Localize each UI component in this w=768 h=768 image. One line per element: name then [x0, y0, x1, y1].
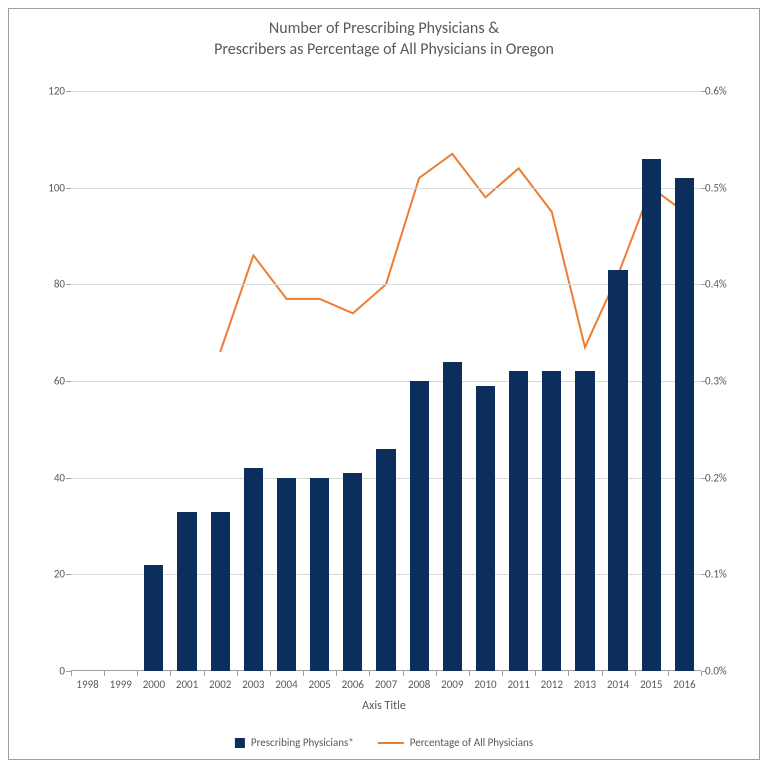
bar	[177, 512, 196, 672]
y-left-tick	[66, 91, 71, 92]
x-tick	[535, 671, 536, 676]
y-left-tick-label: 20	[37, 568, 65, 581]
x-tick	[104, 671, 105, 676]
x-tick-label: 1999	[110, 678, 132, 691]
bar	[642, 159, 661, 671]
grid-line	[71, 188, 701, 189]
bar	[410, 381, 429, 671]
x-tick	[469, 671, 470, 676]
legend-item-bars: Prescribing Physicians*	[235, 736, 354, 749]
x-tick-label: 2015	[640, 678, 662, 691]
x-tick	[336, 671, 337, 676]
bar	[443, 362, 462, 671]
x-tick-label: 2005	[309, 678, 331, 691]
bar	[575, 371, 594, 671]
chart-title: Number of Prescribing Physicians & Presc…	[9, 9, 759, 61]
bar	[376, 449, 395, 671]
x-tick-label: 2009	[441, 678, 463, 691]
bar	[244, 468, 263, 671]
x-tick	[303, 671, 304, 676]
bar	[310, 478, 329, 671]
x-tick	[204, 671, 205, 676]
x-tick-label: 2002	[209, 678, 231, 691]
title-line1: Number of Prescribing Physicians &	[269, 19, 499, 38]
y-left-tick-label: 80	[37, 278, 65, 291]
legend-line-label: Percentage of All Physicians	[410, 736, 533, 749]
x-tick	[502, 671, 503, 676]
y-right-tick-label: 0.5%	[705, 181, 745, 194]
bar	[144, 565, 163, 671]
y-left-tick-label: 100	[37, 181, 65, 194]
y-right-tick-label: 0.4%	[705, 278, 745, 291]
x-tick	[602, 671, 603, 676]
line-swatch-icon	[378, 742, 404, 744]
y-left-tick	[66, 381, 71, 382]
x-tick-label: 2003	[242, 678, 264, 691]
x-tick	[270, 671, 271, 676]
x-tick-label: 2001	[176, 678, 198, 691]
x-tick	[701, 671, 702, 676]
x-tick-label: 1998	[76, 678, 98, 691]
y-left-tick	[66, 478, 71, 479]
x-tick	[635, 671, 636, 676]
x-tick-label: 2011	[507, 678, 529, 691]
x-tick	[137, 671, 138, 676]
x-tick-label: 2008	[408, 678, 430, 691]
y-left-tick-label: 120	[37, 85, 65, 98]
x-axis-title: Axis Title	[362, 699, 406, 713]
x-tick-label: 2007	[375, 678, 397, 691]
x-tick	[369, 671, 370, 676]
plot-area: 00.0%200.1%400.2%600.3%800.4%1000.5%1200…	[71, 91, 701, 671]
bar	[608, 270, 627, 671]
y-left-tick-label: 40	[37, 471, 65, 484]
x-tick-label: 2004	[275, 678, 297, 691]
x-tick-label: 2000	[143, 678, 165, 691]
legend-item-line: Percentage of All Physicians	[378, 736, 533, 749]
bar	[675, 178, 694, 671]
x-tick	[668, 671, 669, 676]
x-tick	[71, 671, 72, 676]
x-tick	[436, 671, 437, 676]
title-line2: Prescribers as Percentage of All Physici…	[214, 40, 554, 59]
x-tick-label: 2014	[607, 678, 629, 691]
bar	[542, 371, 561, 671]
y-right-tick-label: 0.3%	[705, 375, 745, 388]
y-right-tick-label: 0.0%	[705, 665, 745, 678]
bar	[277, 478, 296, 671]
y-right-tick-label: 0.6%	[705, 85, 745, 98]
x-tick-label: 2016	[673, 678, 695, 691]
x-tick-label: 2013	[574, 678, 596, 691]
x-tick-label: 2006	[342, 678, 364, 691]
y-left-tick	[66, 188, 71, 189]
bar	[211, 512, 230, 672]
y-left-tick	[66, 574, 71, 575]
y-left-tick-label: 0	[37, 665, 65, 678]
bar	[509, 371, 528, 671]
x-tick-label: 2012	[541, 678, 563, 691]
bar-swatch-icon	[235, 738, 245, 748]
x-tick-label: 2010	[474, 678, 496, 691]
x-tick	[403, 671, 404, 676]
y-left-tick-label: 60	[37, 375, 65, 388]
grid-line	[71, 284, 701, 285]
y-left-tick	[66, 284, 71, 285]
legend-bars-label: Prescribing Physicians*	[251, 736, 354, 749]
x-tick	[568, 671, 569, 676]
grid-line	[71, 91, 701, 92]
legend: Prescribing Physicians* Percentage of Al…	[235, 736, 533, 749]
x-tick	[237, 671, 238, 676]
grid-line	[71, 381, 701, 382]
x-tick	[170, 671, 171, 676]
y-right-tick-label: 0.1%	[705, 568, 745, 581]
y-right-tick-label: 0.2%	[705, 471, 745, 484]
bar	[343, 473, 362, 671]
chart-container: Number of Prescribing Physicians & Presc…	[8, 8, 760, 760]
bar	[476, 386, 495, 671]
